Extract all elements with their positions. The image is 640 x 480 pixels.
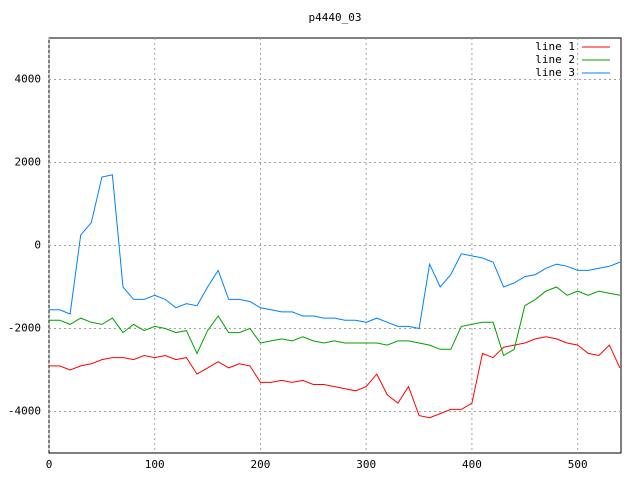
y-tick-label: 4000 bbox=[15, 73, 42, 86]
chart-title: p4440_03 bbox=[309, 11, 362, 24]
legend-label: line 2 bbox=[535, 53, 575, 66]
legend-label: line 3 bbox=[535, 66, 575, 79]
x-tick-label: 300 bbox=[356, 458, 376, 471]
y-tick-label: 0 bbox=[34, 239, 41, 252]
y-tick-label: -4000 bbox=[8, 405, 41, 418]
y-tick-label: -2000 bbox=[8, 322, 41, 335]
x-tick-label: 500 bbox=[568, 458, 588, 471]
data-line bbox=[49, 174, 621, 330]
data-line bbox=[49, 286, 620, 357]
x-tick-label: 100 bbox=[145, 458, 165, 471]
data-line bbox=[49, 336, 621, 419]
x-tick-label: 200 bbox=[251, 458, 271, 471]
legend-label: line 1 bbox=[535, 40, 575, 53]
y-tick-label: 2000 bbox=[15, 156, 42, 169]
x-tick-label: 400 bbox=[462, 458, 482, 471]
x-tick-label: 0 bbox=[46, 458, 53, 471]
